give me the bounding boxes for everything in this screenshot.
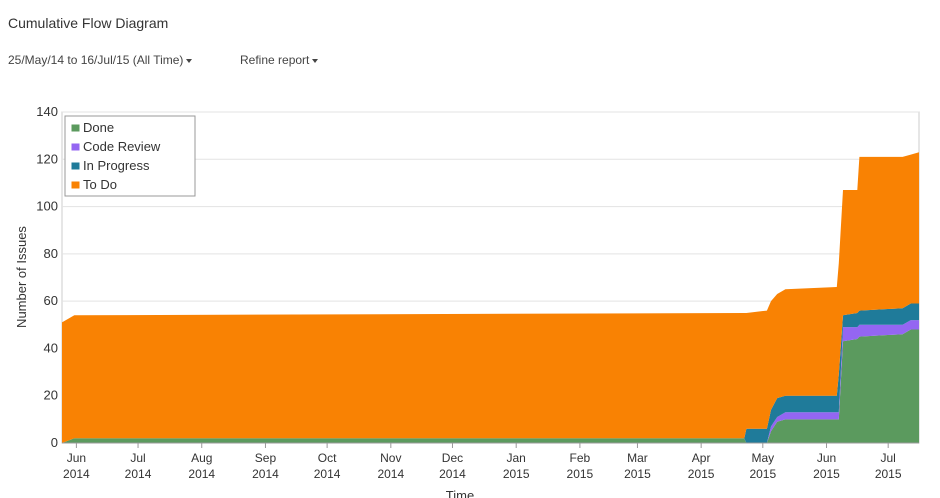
y-tick-label: 60 — [44, 293, 58, 308]
x-tick-label: Oct 2014 — [313, 451, 341, 481]
area — [62, 329, 919, 443]
caret — [312, 58, 319, 63]
refine-label: Refine report — [240, 53, 310, 67]
x-tick-label: Nov 2014 — [377, 451, 405, 481]
y-tick-label: 120 — [36, 151, 58, 166]
x-tick-label: May 2015 — [749, 451, 777, 481]
area — [62, 152, 919, 443]
y-tick-label: 20 — [44, 388, 58, 403]
x-tick-label: Mar 2015 — [624, 451, 651, 481]
page-title: Cumulative Flow Diagram — [8, 15, 169, 31]
x-tick-label: Jun 2014 — [63, 451, 90, 481]
legend-swatch — [70, 142, 81, 152]
caret — [186, 58, 193, 63]
x-tick-label: Apr 2015 — [687, 451, 715, 481]
x-axis-label: Time — [446, 488, 474, 498]
x-tick-label: Jul 2014 — [124, 451, 152, 481]
y-tick-label: 100 — [36, 199, 58, 214]
legend-box — [64, 115, 196, 197]
legend: Done Code Review In Progress To Do — [64, 115, 196, 197]
legend-label: To Do — [83, 177, 117, 192]
legend-label: In Progress — [83, 158, 150, 173]
x-tick-label: Jan 2015 — [502, 451, 530, 481]
x-tick-label: Aug 2014 — [188, 451, 216, 481]
legend-swatch — [70, 123, 81, 133]
legend-label: Code Review — [83, 139, 161, 154]
range-label: 25/May/14 to 16/Jul/15 (All Time) — [8, 53, 184, 67]
refine-dropdown[interactable]: Refine report — [240, 53, 319, 67]
x-tick-label: Jul 2015 — [874, 451, 902, 481]
x-tick-label: Sep 2014 — [252, 451, 279, 481]
x-tick-label: Feb 2015 — [566, 451, 594, 481]
y-tick-label: 40 — [44, 340, 58, 355]
legend-swatch — [70, 180, 81, 190]
y-tick-label: 140 — [36, 104, 58, 119]
range-dropdown[interactable]: 25/May/14 to 16/Jul/15 (All Time) — [8, 53, 193, 67]
y-tick-label: 0 — [51, 435, 58, 450]
y-axis-label: Number of Issues — [14, 226, 29, 328]
y-tick-label: 80 — [44, 246, 58, 261]
x-tick-label: Jun 2015 — [813, 451, 840, 481]
legend-swatch — [70, 161, 81, 171]
x-tick-label: Dec 2014 — [439, 451, 466, 481]
legend-label: Done — [83, 120, 114, 135]
